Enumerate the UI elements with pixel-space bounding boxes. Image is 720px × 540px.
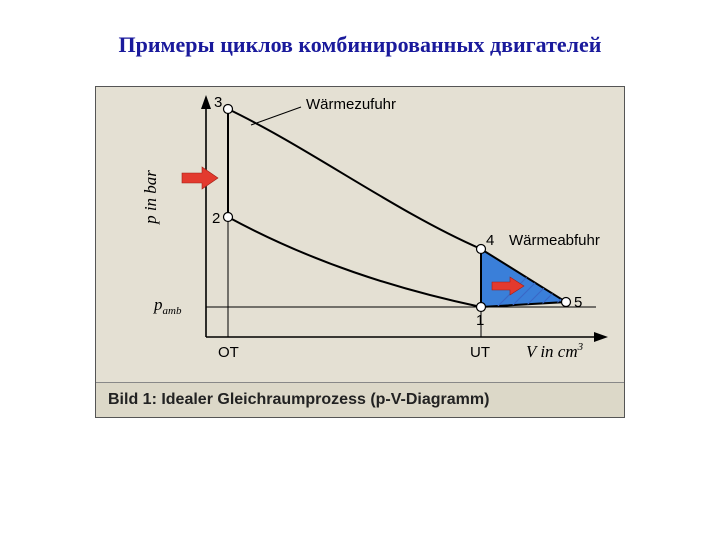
plot-area: Wärmezufuhr Wärmeabfuhr 1 2 3 4 5 p in b… [96,87,622,382]
x-axis-arrow [594,332,608,342]
heat-out-label: Wärmeabfuhr [509,232,600,249]
ot-label: OT [218,344,239,361]
figure-caption: Bild 1: Idealer Gleichraumprozess (p-V-D… [96,382,624,417]
node-5 [562,298,571,307]
cycle-region [228,109,481,307]
heat-in-arrow-icon [182,167,218,189]
x-axis-label: V in cm3 [526,341,584,361]
y-axis-label: p in bar [141,170,160,225]
y-axis-arrow [201,95,211,109]
node-3-label: 3 [214,94,222,111]
node-2 [224,213,233,222]
node-1 [477,303,486,312]
heat-in-leader [251,107,301,125]
pv-diagram-svg: Wärmezufuhr Wärmeabfuhr 1 2 3 4 5 p in b… [96,87,622,382]
node-3 [224,105,233,114]
node-2-label: 2 [212,210,220,227]
node-4 [477,245,486,254]
node-1-label: 1 [476,312,484,329]
ut-label: UT [470,344,490,361]
node-5-label: 5 [574,294,582,311]
page-title: Примеры циклов комбинированных двигателе… [0,0,720,58]
node-4-label: 4 [486,232,494,249]
heat-in-label: Wärmezufuhr [306,96,396,113]
p-amb-label: pamb [153,295,182,317]
figure: Wärmezufuhr Wärmeabfuhr 1 2 3 4 5 p in b… [95,86,625,418]
